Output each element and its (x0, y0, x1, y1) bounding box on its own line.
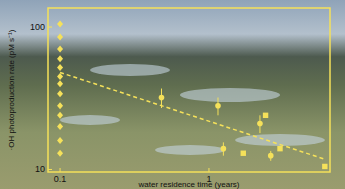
x-tick (208, 168, 209, 172)
lake-decoration (180, 88, 280, 102)
plot-frame (48, 8, 330, 172)
background-photo (0, 0, 345, 189)
point (322, 164, 327, 169)
trend-line (60, 72, 325, 159)
y-tick (48, 169, 52, 170)
point (241, 151, 246, 156)
point (268, 153, 274, 159)
point (57, 102, 63, 109)
y-tick (48, 27, 52, 28)
lake-decoration (155, 145, 225, 155)
point (57, 112, 63, 119)
point (57, 123, 63, 130)
point (57, 80, 63, 87)
x-tick-label: 0.1 (54, 174, 67, 184)
point (159, 95, 165, 101)
lake-decoration (60, 115, 120, 125)
point (57, 150, 63, 157)
point (57, 21, 63, 28)
chart: 0.1110100water residence time (years)·OH… (0, 0, 345, 189)
lake-decoration (90, 64, 170, 76)
x-tick (60, 168, 61, 172)
point (57, 137, 63, 144)
point (277, 146, 282, 151)
y-tick-label: 10 (35, 164, 45, 174)
y-tick-label: 100 (30, 22, 45, 32)
y-axis-label: ·OH photoproduction rate (pM s⁻¹) (7, 29, 16, 150)
point (57, 90, 63, 97)
point (215, 103, 221, 109)
point (57, 64, 63, 71)
point (57, 55, 63, 62)
point (57, 73, 63, 80)
point (257, 121, 263, 127)
x-axis-label: water residence time (years) (138, 180, 240, 189)
point (221, 146, 227, 152)
point (57, 46, 63, 53)
point (263, 113, 268, 118)
plot-area (57, 21, 327, 170)
point (57, 34, 63, 41)
